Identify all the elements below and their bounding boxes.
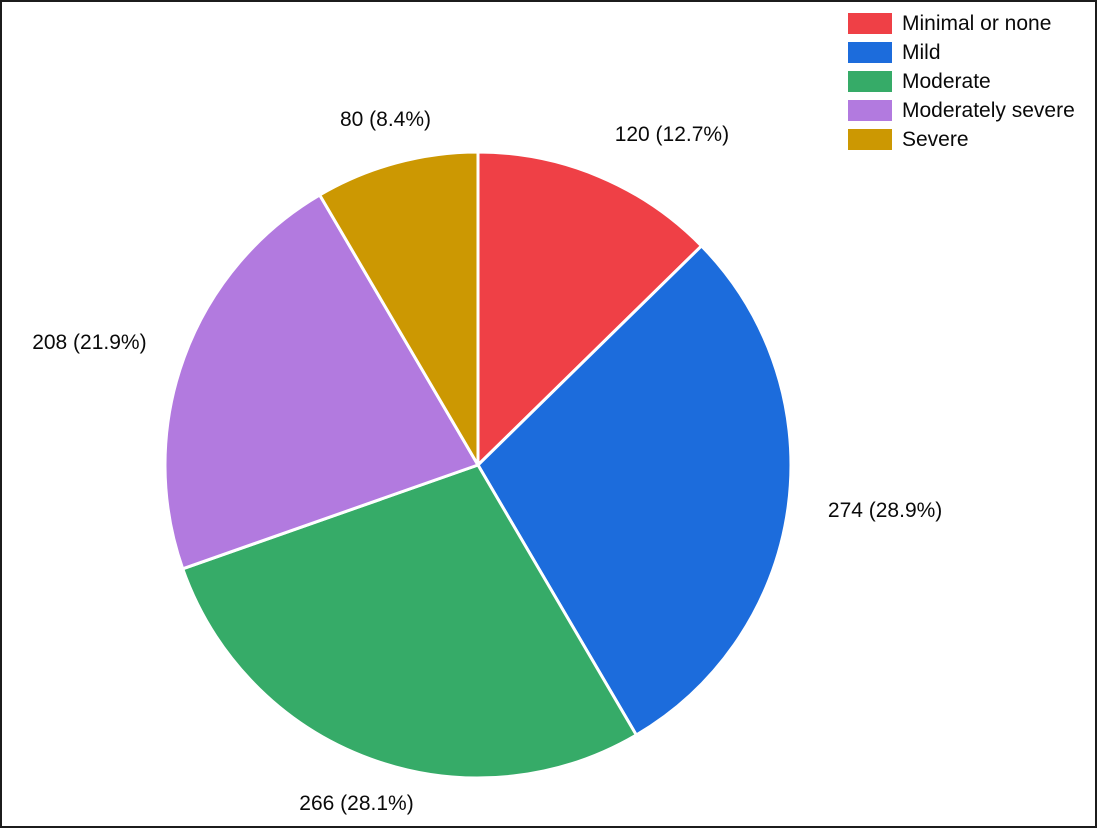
legend-label: Moderately severe — [902, 98, 1075, 122]
legend-item-severe: Severe — [848, 125, 1075, 154]
pie-slice-minimal-or-none — [476, 150, 703, 467]
legend-swatch-minimal-or-none — [848, 13, 892, 34]
legend-item-minimal-or-none: Minimal or none — [848, 9, 1075, 38]
slice-value-label-moderately-severe: 208 (21.9%) — [32, 331, 146, 354]
legend-label: Minimal or none — [902, 11, 1052, 35]
legend-swatch-mild — [848, 42, 892, 63]
slice-value-label-mild: 274 (28.9%) — [828, 499, 942, 522]
legend-item-mild: Mild — [848, 38, 1075, 67]
legend-swatch-moderately-severe — [848, 100, 892, 121]
legend-swatch-severe — [848, 129, 892, 150]
pie-slice-moderately-severe — [163, 193, 480, 571]
legend-item-moderate: Moderate — [848, 67, 1075, 96]
pie-slice-severe — [318, 150, 480, 467]
slice-value-label-minimal-or-none: 120 (12.7%) — [615, 123, 729, 146]
legend-label: Moderate — [902, 69, 991, 93]
slice-value-label-moderate: 266 (28.1%) — [299, 792, 413, 815]
legend-label: Severe — [902, 127, 969, 151]
slice-value-label-severe: 80 (8.4%) — [340, 108, 431, 131]
legend-item-moderately-severe: Moderately severe — [848, 96, 1075, 125]
legend-label: Mild — [902, 40, 941, 64]
pie-slice-mild — [476, 244, 793, 737]
legend-swatch-moderate — [848, 71, 892, 92]
pie-slice-moderate — [181, 463, 638, 780]
chart-legend: Minimal or none Mild Moderate Moderately se… — [848, 9, 1075, 154]
